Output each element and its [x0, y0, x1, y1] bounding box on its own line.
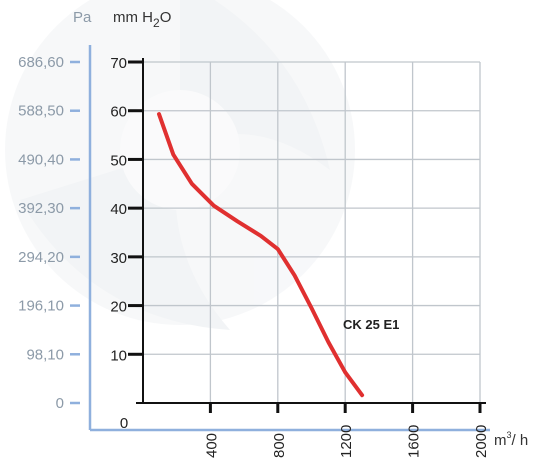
mm-tick-label: 10 [110, 347, 127, 364]
unit-labels: Pa mm H2O m3/ h [73, 9, 528, 449]
x-tick-label: 1200 [338, 425, 355, 458]
grid-lines [143, 61, 481, 403]
mm-unit-label: mm H2O [113, 9, 171, 30]
x-tick-label: 2000 [473, 425, 490, 458]
pa-tick-label: 196,10 [18, 298, 64, 315]
mm-tick-labels: 0 10 20 30 40 50 60 70 [110, 55, 143, 432]
series-lines: CK 25 E1 [157, 112, 399, 398]
x-tick-label: 800 [271, 433, 288, 458]
pa-tick-label: 392,30 [18, 200, 64, 217]
pa-unit-label: Pa [73, 9, 92, 26]
mm-tick-label: 70 [110, 55, 127, 72]
x-tick-label: 400 [203, 433, 220, 458]
pa-tick-label: 490,40 [18, 151, 64, 168]
pa-tick-label: 588,50 [18, 103, 64, 120]
x-tick-labels: 400 800 1200 1600 2000 [203, 403, 490, 458]
pa-tick-labels: 0 98,10 196,10 294,20 392,30 490,40 588,50 686,… [18, 54, 80, 412]
pa-tick-label: 294,20 [18, 249, 64, 266]
pa-tick-label: 686,60 [18, 54, 64, 71]
mm-tick-label: 60 [110, 104, 127, 121]
x-unit-label: m3/ h [494, 430, 528, 449]
pa-tick-label: 98,10 [26, 346, 64, 363]
x-tick-label: 1600 [406, 425, 423, 458]
series-line [157, 112, 365, 398]
series-label: CK 25 E1 [343, 317, 399, 332]
axes [88, 45, 490, 432]
mm-tick-label: 50 [110, 152, 127, 169]
mm-tick-label: 30 [110, 250, 127, 267]
mm-tick-label: 0 [120, 415, 128, 432]
mm-tick-label: 40 [110, 201, 127, 218]
pa-tick-label: 0 [56, 395, 64, 412]
mm-tick-label: 20 [110, 299, 127, 316]
